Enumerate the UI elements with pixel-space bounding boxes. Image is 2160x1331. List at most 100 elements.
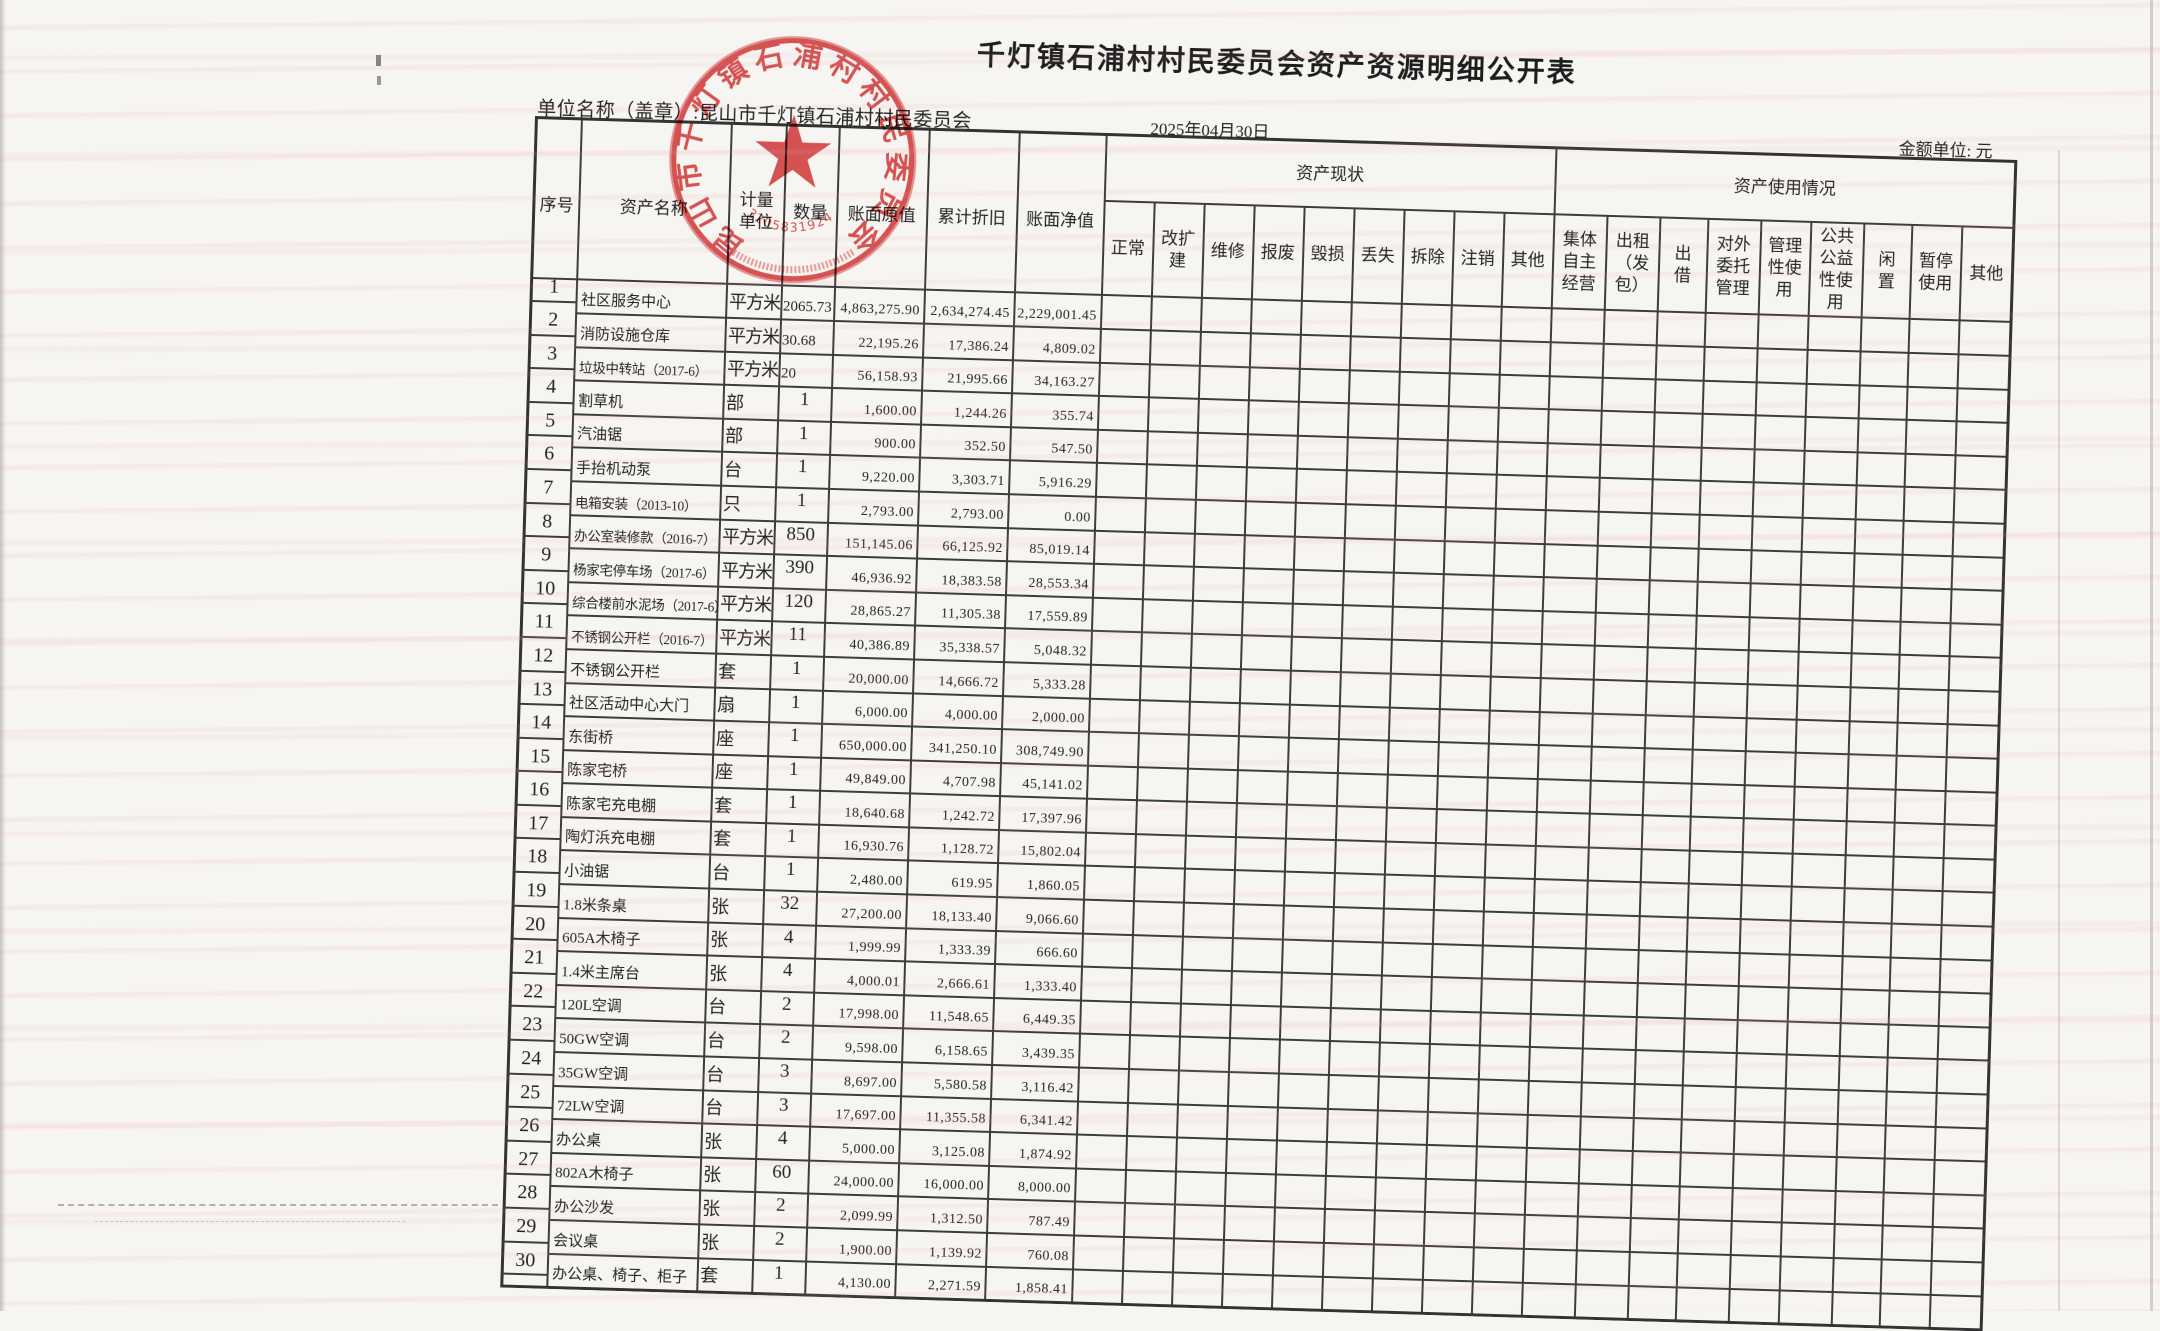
cell-empty xyxy=(1532,913,1587,949)
cell-empty xyxy=(1380,975,1432,1011)
cell-original-value: 5,000.00 xyxy=(808,1126,900,1164)
cell-empty xyxy=(1223,1206,1275,1242)
cell-net-value: 45,141.02 xyxy=(999,762,1088,799)
cell-empty xyxy=(1948,656,2002,692)
cell-empty xyxy=(1336,772,1388,808)
serial-value: 16 xyxy=(528,778,550,801)
cell-empty xyxy=(1500,307,1552,343)
cell-depreciation: 11,355.58 xyxy=(899,1095,991,1133)
cell-net-value: 9,066.60 xyxy=(995,897,1084,934)
scan-artifact-dashes xyxy=(95,1221,405,1222)
cell-empty xyxy=(1887,1024,1939,1060)
cell-empty xyxy=(1426,1111,1478,1147)
cell-empty xyxy=(1144,498,1196,534)
cell-empty xyxy=(1544,510,1599,546)
cell-empty xyxy=(1221,1273,1273,1309)
cell-empty xyxy=(1077,1067,1129,1103)
cell-empty xyxy=(1850,653,1900,689)
cell-empty xyxy=(1250,299,1302,335)
cell-depreciation: 2,793.00 xyxy=(917,491,1009,528)
cell-empty xyxy=(1395,472,1447,508)
cell-quantity: 1 xyxy=(765,789,820,825)
cell-empty xyxy=(1322,1242,1374,1278)
cell-empty xyxy=(1282,905,1334,941)
cell-empty xyxy=(1345,470,1397,506)
cell-empty xyxy=(1795,719,1850,755)
cell-empty xyxy=(1846,787,1896,823)
cell-empty xyxy=(1245,467,1297,503)
cell-empty xyxy=(1335,806,1387,842)
cell-empty xyxy=(1096,429,1148,465)
cell-empty xyxy=(1885,1091,1937,1127)
cell-unit: 台 xyxy=(702,1056,759,1092)
cell-empty xyxy=(1680,1119,1735,1155)
usage-col-header-4: 管理性使用 xyxy=(1758,220,1812,317)
cell-empty xyxy=(1226,1105,1278,1141)
cell-empty xyxy=(1800,551,1855,587)
cell-empty xyxy=(1491,609,1543,645)
scan-left-edge-shadow xyxy=(0,0,6,1311)
cell-empty xyxy=(1525,1148,1580,1184)
cell-empty xyxy=(1805,383,1860,419)
cell-unit: 平方米 xyxy=(725,284,782,320)
cell-empty xyxy=(1688,850,1743,886)
cell-net-value: 1,333.40 xyxy=(993,964,1082,1001)
cell-empty xyxy=(1300,301,1352,337)
cell-original-value: 1,600.00 xyxy=(830,388,922,425)
serial-value: 14 xyxy=(530,711,552,734)
cell-empty xyxy=(1575,1250,1630,1286)
cell-empty xyxy=(1087,731,1139,767)
cell-empty xyxy=(1679,1152,1734,1188)
cell-original-value: 46,936.92 xyxy=(825,555,917,593)
cell-empty xyxy=(1583,981,1638,1017)
cell-empty xyxy=(1889,957,1941,993)
cell-asset-name: 1.4米主席台 xyxy=(555,951,707,990)
cell-empty xyxy=(1903,487,1955,523)
serial-value: 7 xyxy=(542,476,554,499)
cell-unit: 平方米 xyxy=(724,317,781,353)
cell-empty xyxy=(1630,1184,1680,1220)
cell-empty xyxy=(1324,1175,1376,1211)
cell-empty xyxy=(1786,1021,1841,1057)
col-header-4: 账面原值 xyxy=(834,126,930,291)
cell-empty xyxy=(1580,1082,1635,1118)
cell-unit: 扇 xyxy=(713,687,770,723)
cell-empty xyxy=(1427,1077,1479,1114)
cell-empty xyxy=(1696,581,1751,617)
cell-original-value: 2,099.99 xyxy=(806,1193,898,1231)
cell-empty xyxy=(1148,363,1200,399)
cell-empty xyxy=(1905,419,1957,456)
cell-empty xyxy=(1147,397,1199,433)
cell-empty xyxy=(1185,801,1237,837)
cell-empty xyxy=(1886,1057,1938,1094)
cell-unit: 台 xyxy=(720,452,777,488)
cell-empty xyxy=(1177,1070,1229,1106)
cell-quantity: 2 xyxy=(758,1024,813,1060)
cell-empty xyxy=(1949,622,2003,659)
cell-empty xyxy=(1493,542,1545,578)
cell-empty xyxy=(1598,478,1653,514)
cell-empty xyxy=(1421,1279,1473,1315)
cell-empty xyxy=(1794,752,1849,788)
cell-net-value: 4,809.02 xyxy=(1012,326,1101,363)
cell-empty xyxy=(1179,1003,1231,1039)
cell-empty xyxy=(1851,620,1901,656)
serial-value: 19 xyxy=(525,879,547,902)
cell-depreciation: 341,250.10 xyxy=(910,726,1002,763)
cell-net-value: 2,229,001.45 xyxy=(1013,292,1102,329)
usage-col-header-3: 对外委托管理 xyxy=(1705,218,1762,315)
cell-original-value: 1,999.99 xyxy=(814,925,906,962)
cell-depreciation: 1,128.72 xyxy=(907,827,999,864)
cell-empty xyxy=(1628,1251,1678,1287)
cell-empty xyxy=(1071,1269,1123,1305)
cell-empty xyxy=(1585,914,1640,950)
cell-empty xyxy=(1344,504,1396,540)
usage-col-header-7: 暂停使用 xyxy=(1909,224,1962,321)
cell-asset-name: 手抬机动泵 xyxy=(570,447,722,486)
cell-empty xyxy=(1085,798,1137,835)
cell-empty xyxy=(1752,482,1804,518)
cell-quantity: 1 xyxy=(774,487,829,523)
cell-empty xyxy=(1383,875,1435,911)
cell-asset-name: 120L空调 xyxy=(554,984,706,1023)
cell-empty xyxy=(1807,316,1862,352)
